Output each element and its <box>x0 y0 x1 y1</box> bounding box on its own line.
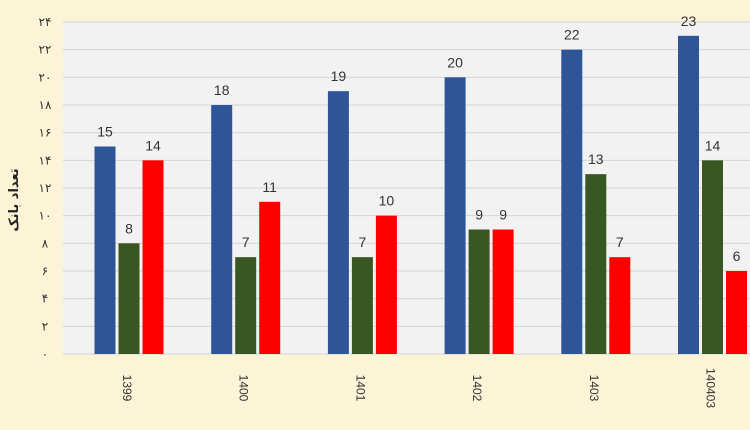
bar <box>702 160 723 354</box>
bar-value-label: 22 <box>564 27 580 43</box>
bar-value-label: 15 <box>97 124 113 140</box>
bar <box>142 160 164 354</box>
y-tick-label: ۸ <box>42 236 49 250</box>
y-axis-title: تعداد بانک <box>7 168 22 231</box>
y-tick-label: ۲۰ <box>39 70 52 84</box>
y-tick-label: ۱۴ <box>39 153 52 167</box>
bar-value-label: 11 <box>262 179 277 195</box>
bar <box>585 174 607 354</box>
y-tick-label: ۶ <box>42 264 48 278</box>
bar-value-label: 13 <box>588 151 604 167</box>
bar <box>444 77 466 354</box>
bar <box>211 105 233 354</box>
x-tick-label: 1401 <box>353 375 367 402</box>
y-tick-label: ۰ <box>42 347 48 361</box>
x-axis-ticks: 1399 1400 1401 1402 1403 140403 <box>120 368 718 408</box>
bar-value-label: 14 <box>705 137 721 153</box>
y-tick-label: ۱۸ <box>39 98 52 112</box>
bar <box>726 271 747 354</box>
bar-value-label: 20 <box>447 54 463 70</box>
x-tick-label: 1402 <box>470 375 484 402</box>
y-tick-label: ۱۲ <box>39 181 52 195</box>
y-tick-label: ۱۰ <box>39 209 52 223</box>
bar <box>259 201 281 354</box>
bar <box>327 91 349 355</box>
bar <box>235 257 257 354</box>
bar-value-label: 9 <box>475 207 483 223</box>
bar-value-label: 7 <box>359 234 367 250</box>
bar <box>375 215 397 354</box>
bar-value-label: 19 <box>331 68 347 84</box>
bar-value-label: 18 <box>214 82 230 98</box>
x-tick-label: 1399 <box>120 375 134 402</box>
y-tick-label: ۲۲ <box>39 43 52 57</box>
bar-value-label: 8 <box>125 220 133 236</box>
bars <box>94 35 747 355</box>
y-tick-label: ۲۴ <box>39 15 52 29</box>
x-tick-label: 1400 <box>237 375 251 402</box>
y-tick-label: ۲ <box>42 319 48 333</box>
bar <box>468 229 490 354</box>
bar-value-label: 6 <box>733 248 741 264</box>
bar-value-label: 10 <box>379 193 395 209</box>
y-tick-label: ۴ <box>42 292 48 306</box>
bar <box>492 229 514 354</box>
bar-value-label: 23 <box>681 13 697 29</box>
x-tick-label: 140403 <box>704 368 718 408</box>
bar-value-label: 7 <box>242 234 250 250</box>
bar <box>561 49 583 355</box>
bar <box>351 257 373 354</box>
bar <box>118 243 140 354</box>
gridlines <box>63 21 750 355</box>
data-labels: 15 8 14 18 7 11 19 7 10 20 9 9 22 13 7 23 14 6 <box>97 13 740 264</box>
y-tick-label: ۱۶ <box>39 126 52 140</box>
bar <box>94 146 116 354</box>
bar <box>678 35 699 354</box>
bar-value-label: 7 <box>616 234 624 250</box>
bar-value-label: 9 <box>499 207 507 223</box>
bar <box>609 257 631 354</box>
x-tick-label: 1403 <box>587 375 601 402</box>
bar-value-label: 14 <box>145 137 161 153</box>
